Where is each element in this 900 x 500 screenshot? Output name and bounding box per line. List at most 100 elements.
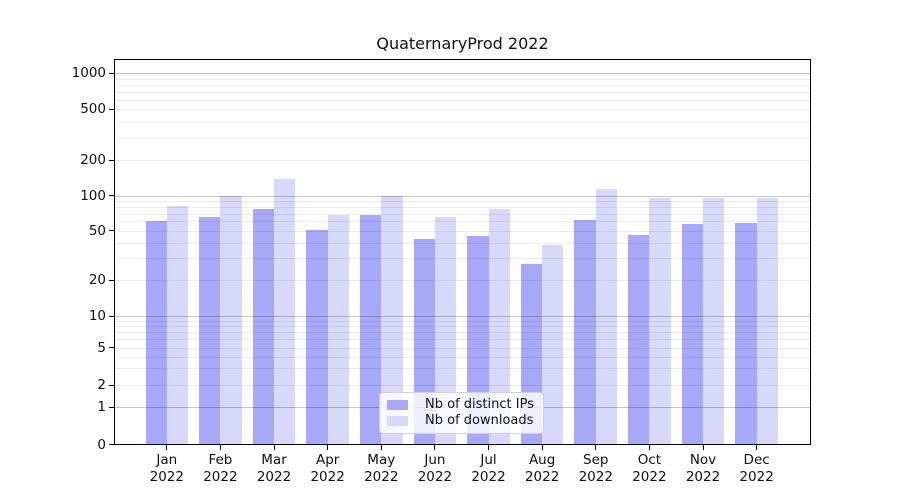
minor-gridline [114, 242, 811, 244]
x-tick-label-dec: Dec 2022 [717, 452, 797, 486]
x-tick-month: Nov [689, 452, 717, 468]
x-tick-month: Jan [156, 452, 178, 468]
legend: Nb of distinct IPs Nb of downloads [379, 392, 544, 434]
bar-sep-ips [574, 219, 596, 445]
y-tick-label: 200 [80, 152, 106, 168]
minor-gridline [114, 84, 811, 86]
x-tick-label-oct: Oct 2022 [609, 452, 689, 486]
y-tick-mark [109, 315, 114, 317]
legend-label: Nb of downloads [425, 413, 534, 428]
x-tick-label-mar: Mar 2022 [234, 452, 314, 486]
bar-feb-ips [199, 217, 221, 445]
bar-jun-downloads [434, 216, 457, 445]
x-tick-mark [166, 445, 168, 450]
y-tick-mark [109, 384, 114, 386]
x-tick-month: Mar [261, 452, 287, 468]
minor-gridline [114, 160, 811, 161]
minor-gridline [114, 368, 811, 370]
y-tick-label: 1 [97, 399, 106, 415]
x-tick-label-sep: Sep 2022 [556, 452, 636, 486]
minor-gridline [114, 280, 811, 281]
x-tick-month: Feb [208, 452, 233, 468]
x-tick-month: Apr [315, 452, 340, 468]
minor-gridline [114, 121, 811, 123]
y-tick-label: 50 [88, 222, 106, 239]
bar-jan-ips [145, 220, 167, 445]
bar-dec-ips [735, 223, 757, 445]
legend-swatch [387, 416, 408, 426]
major-gridline [114, 316, 811, 317]
bar-sep-downloads [595, 189, 618, 445]
y-tick-label: 0 [97, 436, 106, 453]
legend-item: Nb of downloads [387, 413, 535, 429]
minor-gridline [114, 230, 811, 232]
x-tick-mark [702, 445, 704, 450]
minor-gridline [114, 213, 811, 215]
y-tick-mark [109, 195, 114, 196]
minor-gridline [114, 347, 811, 349]
minor-gridline [114, 339, 811, 341]
bar-may-ips [359, 215, 382, 445]
x-tick-label-nov: Nov 2022 [663, 452, 743, 486]
x-tick-month: Sep [583, 452, 609, 468]
bar-apr-ips [306, 229, 328, 445]
x-tick-year: 2022 [524, 469, 560, 485]
chart-title: QuaternaryProd 2022 [376, 34, 549, 53]
x-tick-mark [756, 445, 758, 450]
legend-label: Nb of distinct IPs [425, 397, 534, 412]
x-tick-year: 2022 [632, 469, 667, 485]
minor-gridline [114, 109, 811, 111]
minor-gridline [114, 91, 811, 93]
x-tick-label-aug: Aug 2022 [502, 452, 582, 486]
bar-may-downloads [381, 195, 403, 445]
x-tick-month: Dec [743, 452, 770, 468]
y-tick-label: 10 [88, 308, 106, 324]
x-tick-mark [380, 445, 382, 450]
minor-gridline [114, 137, 811, 139]
x-tick-year: 2022 [739, 469, 774, 485]
x-tick-mark [327, 445, 329, 450]
major-gridline [114, 73, 811, 75]
bar-jan-downloads [166, 205, 189, 445]
y-tick-mark [109, 108, 114, 110]
x-tick-year: 2022 [417, 469, 453, 485]
bar-oct-downloads [649, 197, 671, 445]
y-tick-label: 2 [97, 377, 106, 393]
x-tick-year: 2022 [364, 469, 399, 485]
bar-oct-ips [628, 235, 650, 445]
x-tick-year: 2022 [149, 469, 184, 485]
y-tick-label: 20 [88, 272, 106, 288]
bar-jul-downloads [488, 209, 510, 445]
legend-swatch [387, 400, 408, 410]
y-tick-mark [109, 279, 114, 281]
minor-gridline [114, 78, 811, 80]
x-tick-label-feb: Feb 2022 [180, 452, 260, 486]
bar-nov-downloads [703, 197, 725, 445]
x-tick-label-may: May 2022 [341, 452, 421, 486]
y-tick-label: 100 [80, 187, 106, 204]
x-tick-mark [273, 445, 275, 450]
y-tick-label: 5 [97, 339, 106, 356]
y-tick-mark [109, 230, 114, 232]
x-tick-year: 2022 [578, 469, 613, 485]
bar-mar-ips [252, 209, 275, 445]
x-tick-mark [541, 445, 543, 450]
y-tick-mark [109, 72, 114, 74]
x-tick-mark [595, 445, 597, 450]
bar-mar-downloads [274, 179, 296, 445]
minor-gridline [114, 332, 811, 334]
minor-gridline [114, 206, 811, 208]
y-tick-mark [109, 444, 114, 445]
y-tick-label: 500 [80, 101, 106, 118]
bar-nov-ips [681, 224, 703, 445]
x-tick-month: Aug [528, 452, 556, 468]
x-tick-mark [434, 445, 436, 450]
bar-dec-downloads [756, 197, 778, 445]
x-tick-month: Jun [424, 452, 446, 468]
plot-area [114, 59, 811, 445]
bar-aug-downloads [542, 245, 564, 445]
x-tick-mark [488, 445, 490, 450]
legend-item: Nb of distinct IPs [387, 397, 535, 413]
x-tick-label-apr: Apr 2022 [288, 452, 368, 486]
